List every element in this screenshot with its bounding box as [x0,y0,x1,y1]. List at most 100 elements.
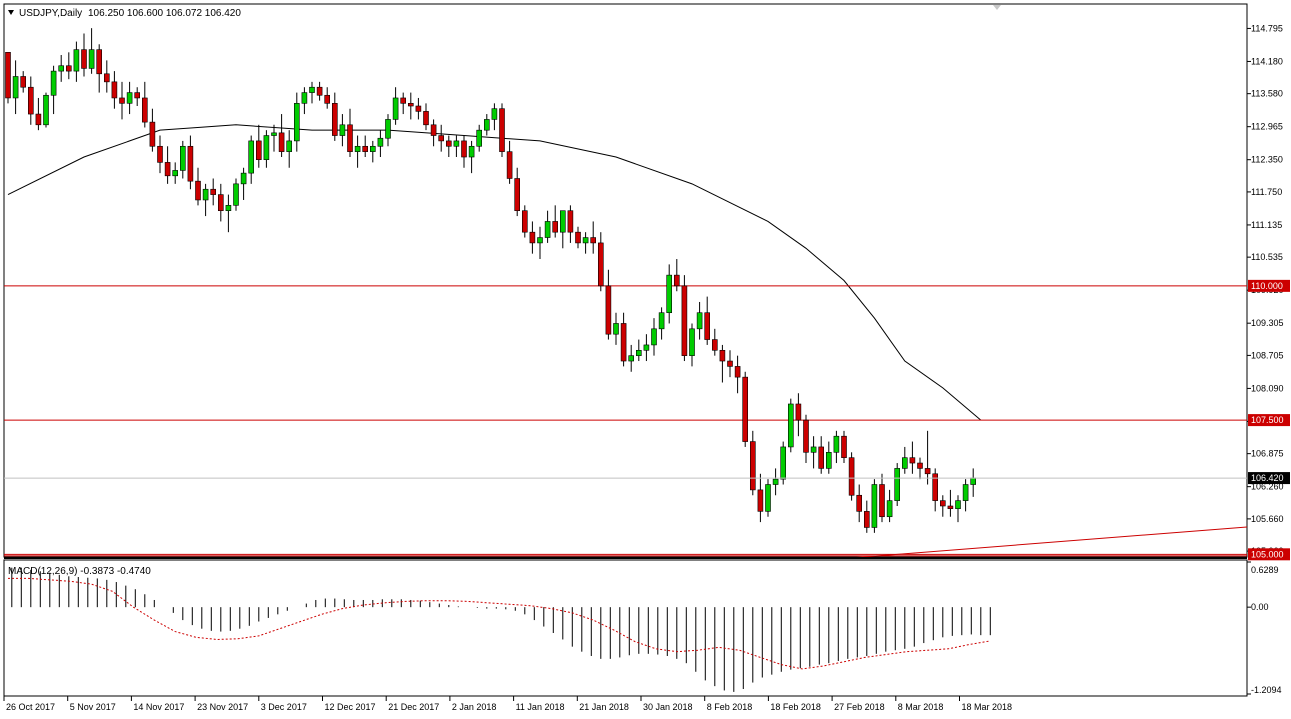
candle [142,81,148,128]
candle-body [461,140,467,158]
candle-body [445,140,452,147]
candle-body [35,113,42,126]
candle [483,114,490,136]
candle [362,135,369,158]
candle-body [613,323,619,335]
moving-average-layer [7,124,982,421]
candle [119,81,125,120]
candle-body [567,210,574,233]
macd-signal-line [8,577,991,670]
candle [225,194,232,233]
level-price-tag [1248,548,1290,561]
shift-marker-icon[interactable] [993,5,1001,10]
candle [506,140,513,184]
candle [309,81,315,104]
price-tick-label: 110.535 [1251,252,1283,262]
candle-body [605,285,612,335]
candle-body [66,65,72,72]
macd-panel-border [3,559,1248,697]
candle-body [271,132,277,136]
macd-tick-label: -1.2094 [1251,685,1282,695]
candle-body [704,312,711,340]
candle-body [810,446,817,453]
candle-body [187,145,194,182]
candle-body [803,419,809,453]
candle-body [841,435,847,458]
candle-body [818,446,825,469]
candle-body [871,484,878,528]
candle-body [263,135,270,160]
candle [818,436,825,474]
candle [400,92,407,115]
candle-body [932,473,939,501]
candle [787,398,794,453]
candle-body [590,237,597,244]
candle-body [886,500,893,518]
candle-body [909,457,916,464]
candle [20,71,27,93]
candle [438,124,445,152]
candle [765,479,771,517]
candle-body [255,140,262,160]
candle-body [218,194,224,212]
candle [385,114,391,147]
candle [917,457,923,480]
time-tick-label: 30 Jan 2018 [643,702,693,712]
candle [104,60,110,93]
candle-body [301,92,308,104]
candle [856,484,863,523]
candle-body [316,86,323,96]
candle [149,108,156,152]
candle-body [673,274,680,287]
candle [58,55,65,82]
symbol-label: USDJPY,Daily [19,8,82,19]
candle-body [27,86,34,115]
candle [932,468,939,512]
candle-body [119,97,125,104]
candle [559,210,566,249]
candle [491,103,498,131]
candle-body [719,349,726,362]
candle-body [597,242,604,287]
candle [909,441,916,474]
candle [240,167,247,200]
candle-body [711,339,718,351]
candle [415,97,422,120]
candle-body [499,108,505,152]
candle-body [696,312,703,330]
time-tick-label: 26 Oct 2017 [6,702,55,712]
trendline[interactable] [849,526,1248,559]
candle-body [407,103,414,107]
candle-body [643,344,650,351]
price-tick-label: 106.875 [1251,449,1284,459]
candle [157,135,163,174]
candle-body [362,145,369,152]
candle-body [742,376,749,442]
candle-body [939,500,946,507]
candle-body [628,355,635,362]
horizontal-levels-layer[interactable] [4,285,1247,557]
candle [180,140,186,179]
time-tick-label: 21 Jan 2018 [579,702,629,712]
candle [939,495,946,517]
candle-body [400,97,407,104]
candle [894,463,901,506]
candle [66,52,72,80]
time-tick-label: 21 Dec 2017 [388,702,439,712]
candle-body [894,468,901,501]
candle-body [369,145,376,152]
moving-average-line [7,124,982,421]
candle-body [787,403,794,448]
candle [354,135,361,168]
candle [271,124,277,152]
candle [12,60,19,115]
macd-label: MACD(12,26,9) -0.3873 -0.4740 [8,566,151,577]
dropdown-triangle-icon[interactable] [8,10,14,15]
candle [537,226,543,260]
candle [749,430,756,496]
candle [81,33,87,77]
candle [658,307,665,340]
candle-body [635,349,642,356]
candle [50,65,57,115]
